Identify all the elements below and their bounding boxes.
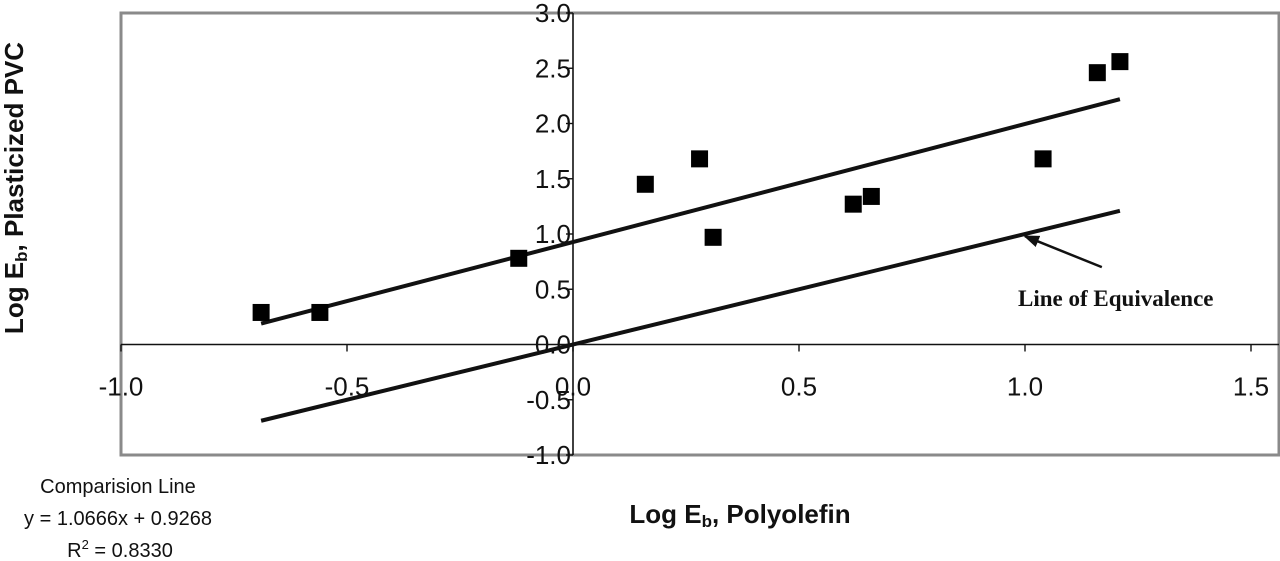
data-point xyxy=(311,303,329,321)
y-axis-title-main: Log E xyxy=(0,262,29,334)
x-tick-label: 0.0 xyxy=(555,372,591,402)
data-point xyxy=(636,175,654,193)
equation-title: Comparision Line xyxy=(40,476,196,498)
r-squared-main: R xyxy=(67,540,81,561)
plot-area-frame xyxy=(119,11,1280,457)
y-tick-label: 3.0 xyxy=(535,0,571,28)
data-point xyxy=(844,195,862,213)
equation-r-squared: R2 = 0.8330 xyxy=(67,537,173,561)
equivalence-line xyxy=(260,208,1121,423)
x-tick-label: 1.0 xyxy=(1007,372,1043,402)
x-axis-title-sub: b xyxy=(702,512,712,531)
comparison-line xyxy=(260,97,1121,326)
data-point xyxy=(704,228,722,246)
x-axis-title-main: Log E xyxy=(629,499,701,529)
data-points xyxy=(252,53,1129,321)
y-axis-title: Log Eb, Plasticized PVC xyxy=(0,42,31,334)
r-squared-sup: 2 xyxy=(82,537,89,552)
equation-formula: y = 1.0666x + 0.9268 xyxy=(24,508,212,530)
data-point xyxy=(510,249,528,267)
data-point xyxy=(1111,53,1129,71)
data-point xyxy=(1034,150,1052,168)
x-tick-label: 1.5 xyxy=(1233,372,1269,402)
y-tick-label: 0.5 xyxy=(535,274,571,304)
y-tick-label: -1.0 xyxy=(526,440,571,470)
data-point xyxy=(862,187,880,205)
fit-lines xyxy=(260,97,1121,423)
y-axis-title-rest: , Plasticized PVC xyxy=(0,42,29,252)
y-axis-title-sub: b xyxy=(12,251,31,261)
annotation-arrow xyxy=(1023,235,1103,269)
y-tick-label: 2.5 xyxy=(535,53,571,83)
x-tick-label: -1.0 xyxy=(99,372,144,402)
y-tick-label: -0.5 xyxy=(526,385,571,415)
r-squared-rest: = 0.8330 xyxy=(89,540,173,561)
data-point xyxy=(252,303,270,321)
data-point xyxy=(691,150,709,168)
y-tick-label: 2.0 xyxy=(535,109,571,139)
x-tick-label: 0.5 xyxy=(781,372,817,402)
x-axis-title: Log Eb, Polyolefin xyxy=(629,499,850,531)
annotation-label: Line of Equivalence xyxy=(1018,286,1214,311)
data-point xyxy=(1088,64,1106,82)
y-tick-label: 1.5 xyxy=(535,164,571,194)
x-axis-title-rest: , Polyolefin xyxy=(712,499,851,529)
